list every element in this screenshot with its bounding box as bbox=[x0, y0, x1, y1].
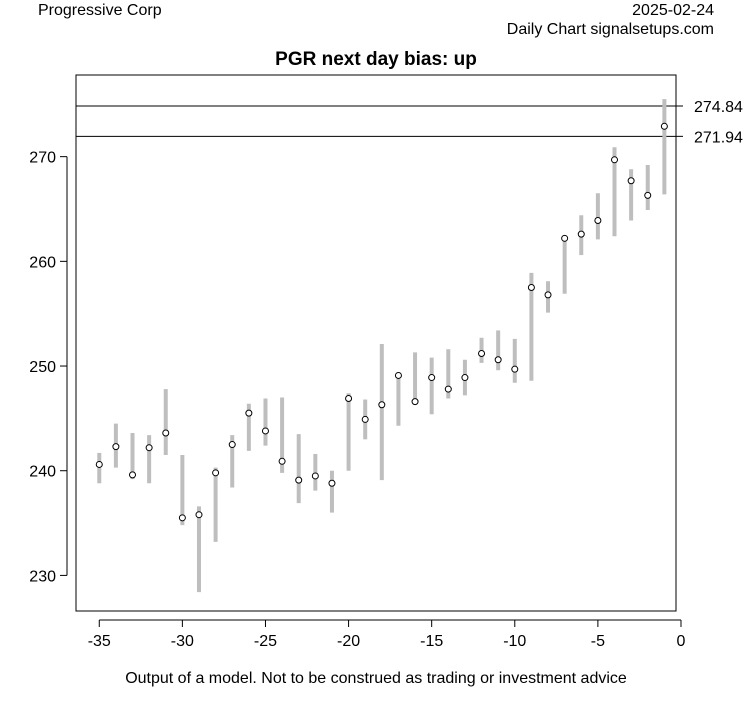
chart-title: PGR next day bias: up bbox=[275, 49, 477, 70]
reference-label: 271.94 bbox=[694, 129, 743, 146]
data-point bbox=[444, 385, 452, 393]
chart-date: 2025-02-24 bbox=[632, 2, 714, 19]
data-point bbox=[129, 471, 137, 479]
y-tick-label: 230 bbox=[29, 568, 56, 585]
data-point bbox=[228, 441, 236, 449]
data-point bbox=[311, 472, 319, 480]
data-point bbox=[295, 476, 303, 484]
data-point bbox=[328, 479, 336, 487]
data-point bbox=[594, 217, 602, 225]
data-point bbox=[145, 444, 153, 452]
y-tick-label: 260 bbox=[29, 254, 56, 271]
data-point bbox=[644, 191, 652, 199]
data-point bbox=[494, 356, 502, 364]
data-point bbox=[561, 234, 569, 242]
data-point bbox=[378, 401, 386, 409]
data-point bbox=[278, 457, 286, 465]
x-tick-label: -10 bbox=[503, 633, 526, 650]
x-tick-label: -30 bbox=[171, 633, 194, 650]
data-point bbox=[212, 469, 220, 477]
data-point bbox=[428, 374, 436, 382]
data-point bbox=[627, 177, 635, 185]
company-name: Progressive Corp bbox=[38, 2, 162, 19]
y-tick-label: 250 bbox=[29, 359, 56, 376]
data-point bbox=[345, 394, 353, 402]
data-point bbox=[461, 374, 469, 382]
data-point bbox=[178, 514, 186, 522]
data-point bbox=[511, 365, 519, 373]
data-point bbox=[95, 460, 103, 468]
chart-source: Daily Chart signalsetups.com bbox=[506, 21, 714, 38]
x-tick-label: -25 bbox=[254, 633, 277, 650]
data-point bbox=[195, 511, 203, 519]
y-tick-label: 270 bbox=[29, 150, 56, 167]
plot-frame bbox=[75, 74, 677, 612]
data-point bbox=[544, 291, 552, 299]
x-tick-label: 0 bbox=[677, 633, 686, 650]
data-point bbox=[245, 409, 253, 417]
data-point bbox=[162, 429, 170, 437]
data-point bbox=[527, 284, 535, 292]
x-tick-label: -20 bbox=[337, 633, 360, 650]
data-point bbox=[478, 349, 486, 357]
data-point bbox=[611, 156, 619, 164]
data-point bbox=[411, 398, 419, 406]
data-point bbox=[361, 415, 369, 423]
data-point bbox=[261, 427, 269, 435]
x-tick-label: -15 bbox=[420, 633, 443, 650]
y-tick-label: 240 bbox=[29, 464, 56, 481]
disclaimer: Output of a model. Not to be construed a… bbox=[125, 670, 627, 687]
data-point bbox=[660, 122, 668, 130]
reference-label: 274.84 bbox=[694, 99, 743, 116]
data-point bbox=[394, 371, 402, 379]
data-point bbox=[112, 443, 120, 451]
x-tick-label: -5 bbox=[591, 633, 605, 650]
x-tick-label: -35 bbox=[88, 633, 111, 650]
data-point bbox=[577, 230, 585, 238]
